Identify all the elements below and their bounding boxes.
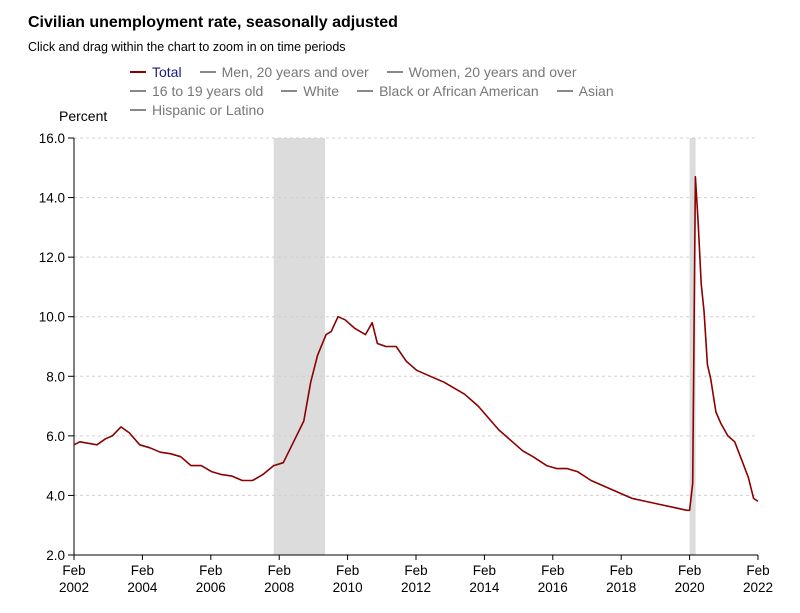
legend-item-total[interactable]: Total — [130, 64, 182, 80]
y-tick-label: 12.0 — [39, 250, 65, 265]
legend-item-hispanic[interactable]: Hispanic or Latino — [130, 102, 264, 118]
y-tick-label: 2.0 — [46, 548, 65, 563]
legend-label-total: Total — [152, 64, 182, 80]
legend-row-1: Total Men, 20 years and over Women, 20 y… — [130, 64, 730, 80]
legend-row-3: Hispanic or Latino — [130, 102, 730, 118]
legend-swatch-icon — [130, 90, 146, 92]
legend-label-black: Black or African American — [379, 83, 539, 99]
x-tick-label: 2010 — [333, 580, 363, 595]
legend-swatch-icon — [199, 71, 216, 73]
series-line-total — [73, 175, 759, 512]
y-tick-label: 10.0 — [39, 310, 65, 325]
x-tick-label: 2012 — [401, 580, 431, 595]
x-tick-label: 2008 — [264, 580, 294, 595]
legend: Total Men, 20 years and over Women, 20 y… — [130, 64, 730, 121]
y-tick-label: 16.0 — [39, 131, 65, 146]
legend-label-men-20-over: Men, 20 years and over — [221, 64, 369, 80]
y-tick-label: 6.0 — [46, 429, 65, 444]
legend-label-16-19: 16 to 19 years old — [152, 83, 264, 99]
x-tick-label: Feb — [473, 563, 496, 578]
legend-label-women-20-over: Women, 20 years and over — [408, 64, 577, 80]
legend-item-white[interactable]: White — [281, 83, 339, 99]
legend-swatch-icon — [556, 90, 573, 92]
x-tick-label: 2018 — [606, 580, 636, 595]
legend-swatch-icon — [386, 71, 403, 73]
x-tick-label: Feb — [610, 563, 633, 578]
y-tick-label: 8.0 — [46, 369, 65, 384]
x-tick-label: 2016 — [538, 580, 568, 595]
y-axis-label: Percent — [59, 108, 108, 124]
x-tick-label: Feb — [62, 563, 85, 578]
recession-band-1 — [689, 138, 696, 555]
legend-item-men-20-over[interactable]: Men, 20 years and over — [199, 64, 369, 80]
chart-subtitle: Click and drag within the chart to zoom … — [28, 40, 346, 54]
x-tick-label: 2002 — [59, 580, 89, 595]
legend-label-hispanic: Hispanic or Latino — [152, 102, 265, 118]
x-tick-label: 2014 — [469, 580, 500, 595]
legend-label-white: White — [303, 83, 340, 99]
x-tick-label: Feb — [336, 563, 359, 578]
legend-item-asian[interactable]: Asian — [556, 83, 614, 99]
legend-swatch-icon — [281, 90, 298, 92]
x-tick-label: Feb — [199, 563, 222, 578]
x-tick-label: Feb — [131, 563, 154, 578]
x-tick-label: 2006 — [196, 580, 226, 595]
legend-row-2: 16 to 19 years old White Black or Africa… — [130, 83, 730, 99]
x-tick-label: Feb — [678, 563, 701, 578]
x-tick-label: 2004 — [127, 580, 158, 595]
x-tick-label: Feb — [746, 563, 769, 578]
legend-item-black[interactable]: Black or African American — [357, 83, 539, 99]
x-tick-label: 2020 — [675, 580, 705, 595]
legend-label-asian: Asian — [578, 83, 614, 99]
x-tick-label: Feb — [541, 563, 564, 578]
x-tick-label: Feb — [404, 563, 427, 578]
x-tick-label: 2022 — [743, 580, 773, 595]
legend-swatch-icon — [357, 90, 374, 92]
legend-item-women-20-over[interactable]: Women, 20 years and over — [386, 64, 577, 80]
legend-item-16-19[interactable]: 16 to 19 years old — [130, 83, 263, 99]
legend-swatch-icon — [130, 109, 146, 111]
legend-swatch-icon — [130, 71, 146, 73]
y-tick-label: 4.0 — [46, 488, 65, 503]
y-tick-label: 14.0 — [39, 191, 65, 206]
chart-title: Civilian unemployment rate, seasonally a… — [28, 14, 398, 31]
x-tick-label: Feb — [268, 563, 291, 578]
recession-band-0 — [273, 138, 326, 555]
